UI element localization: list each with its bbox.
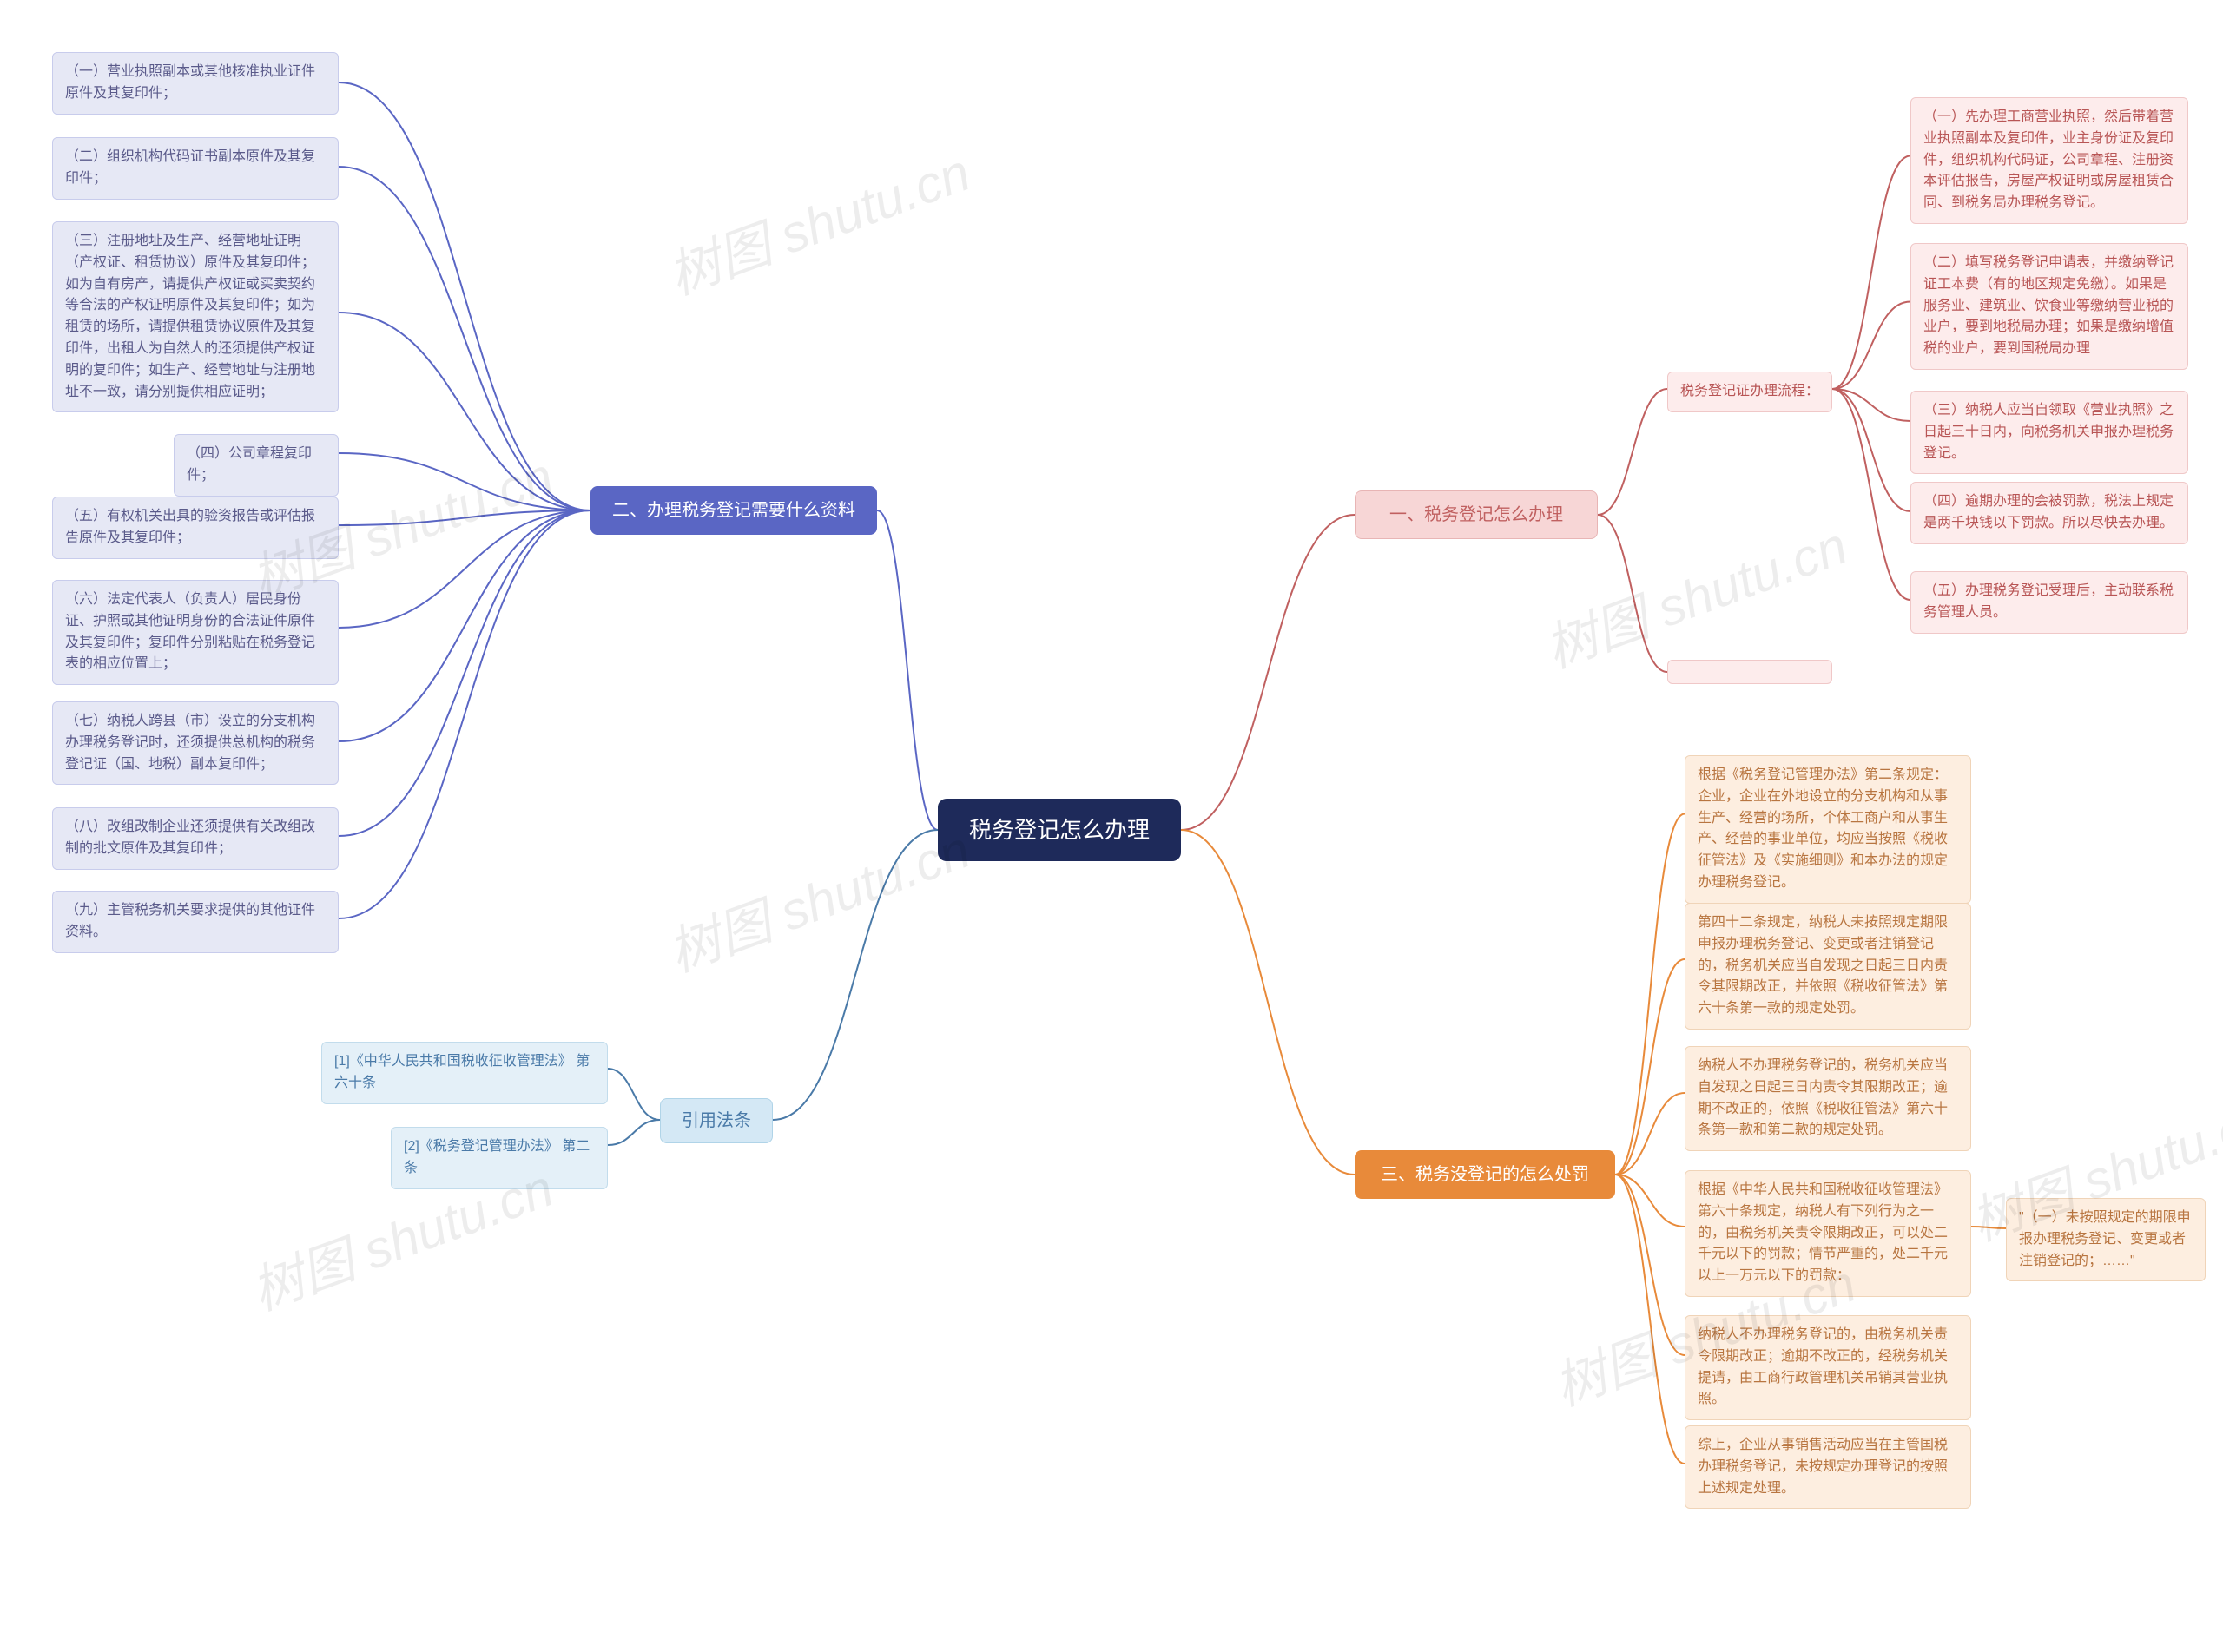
b3f: 综上，企业从事销售活动应当在主管国税办理税务登记，未按规定办理登记的按照上述规定… [1685,1425,1971,1509]
watermark: 树图 shutu.cn [656,130,979,309]
b3e: 纳税人不办理税务登记的，由税务机关责令限期改正；逾期不改正的，经税务机关提请，由… [1685,1315,1971,1420]
b2c: （三）注册地址及生产、经营地址证明（产权证、租赁协议）原件及其复印件；如为自有房… [52,221,339,412]
b2g: （七）纳税人跨县（市）设立的分支机构办理税务登记时，还须提供总机构的税务登记证（… [52,701,339,785]
watermark: 树图 shutu.cn [656,807,979,986]
b1s1c: （三）纳税人应当自领取《营业执照》之日起三十日内，向税务机关申报办理税务登记。 [1910,391,2188,474]
b2h: （八）改组改制企业还须提供有关改组改制的批文原件及其复印件； [52,807,339,870]
b3c: 纳税人不办理税务登记的，税务机关应当自发现之日起三日内责令其限期改正；逾期不改正… [1685,1046,1971,1151]
b4a: [1]《中华人民共和国税收征收管理法》 第六十条 [321,1042,608,1104]
b2e: （五）有权机关出具的验资报告或评估报告原件及其复印件； [52,497,339,559]
b1s1: 税务登记证办理流程： [1667,372,1832,412]
b1s1d: （四）逾期办理的会被罚款，税法上规定是两千块钱以下罚款。所以尽快去办理。 [1910,482,2188,544]
b2b: （二）组织机构代码证书副本原件及其复印件； [52,137,339,200]
b1s1a: （一）先办理工商营业执照，然后带着营业执照副本及复印件，业主身份证及复印件，组织… [1910,97,2188,224]
b1s2 [1667,660,1832,684]
b2f: （六）法定代表人（负责人）居民身份证、护照或其他证明身份的合法证件原件及其复印件… [52,580,339,685]
b4: 引用法条 [660,1098,773,1143]
b2: 二、办理税务登记需要什么资料 [590,486,877,535]
b3d1: "（一）未按照规定的期限申报办理税务登记、变更或者注销登记的；……" [2006,1198,2206,1281]
b1s1e: （五）办理税务登记受理后，主动联系税务管理人员。 [1910,571,2188,634]
b2a: （一）营业执照副本或其他核准执业证件原件及其复印件； [52,52,339,115]
b2i: （九）主管税务机关要求提供的其他证件资料。 [52,891,339,953]
b1: 一、税务登记怎么办理 [1355,490,1598,539]
b4b: [2]《税务登记管理办法》 第二条 [391,1127,608,1189]
b1s1b: （二）填写税务登记申请表，并缴纳登记证工本费（有的地区规定免缴）。如果是服务业、… [1910,243,2188,370]
b3: 三、税务没登记的怎么处罚 [1355,1150,1615,1199]
center-node: 税务登记怎么办理 [938,799,1181,861]
b3d: 根据《中华人民共和国税收征收管理法》第六十条规定，纳税人有下列行为之一的，由税务… [1685,1170,1971,1297]
b3a: 根据《税务登记管理办法》第二条规定：企业，企业在外地设立的分支机构和从事生产、经… [1685,755,1971,904]
b2d: （四）公司章程复印件； [174,434,339,497]
b3b: 第四十二条规定，纳税人未按照规定期限申报办理税务登记、变更或者注销登记的，税务机… [1685,903,1971,1030]
